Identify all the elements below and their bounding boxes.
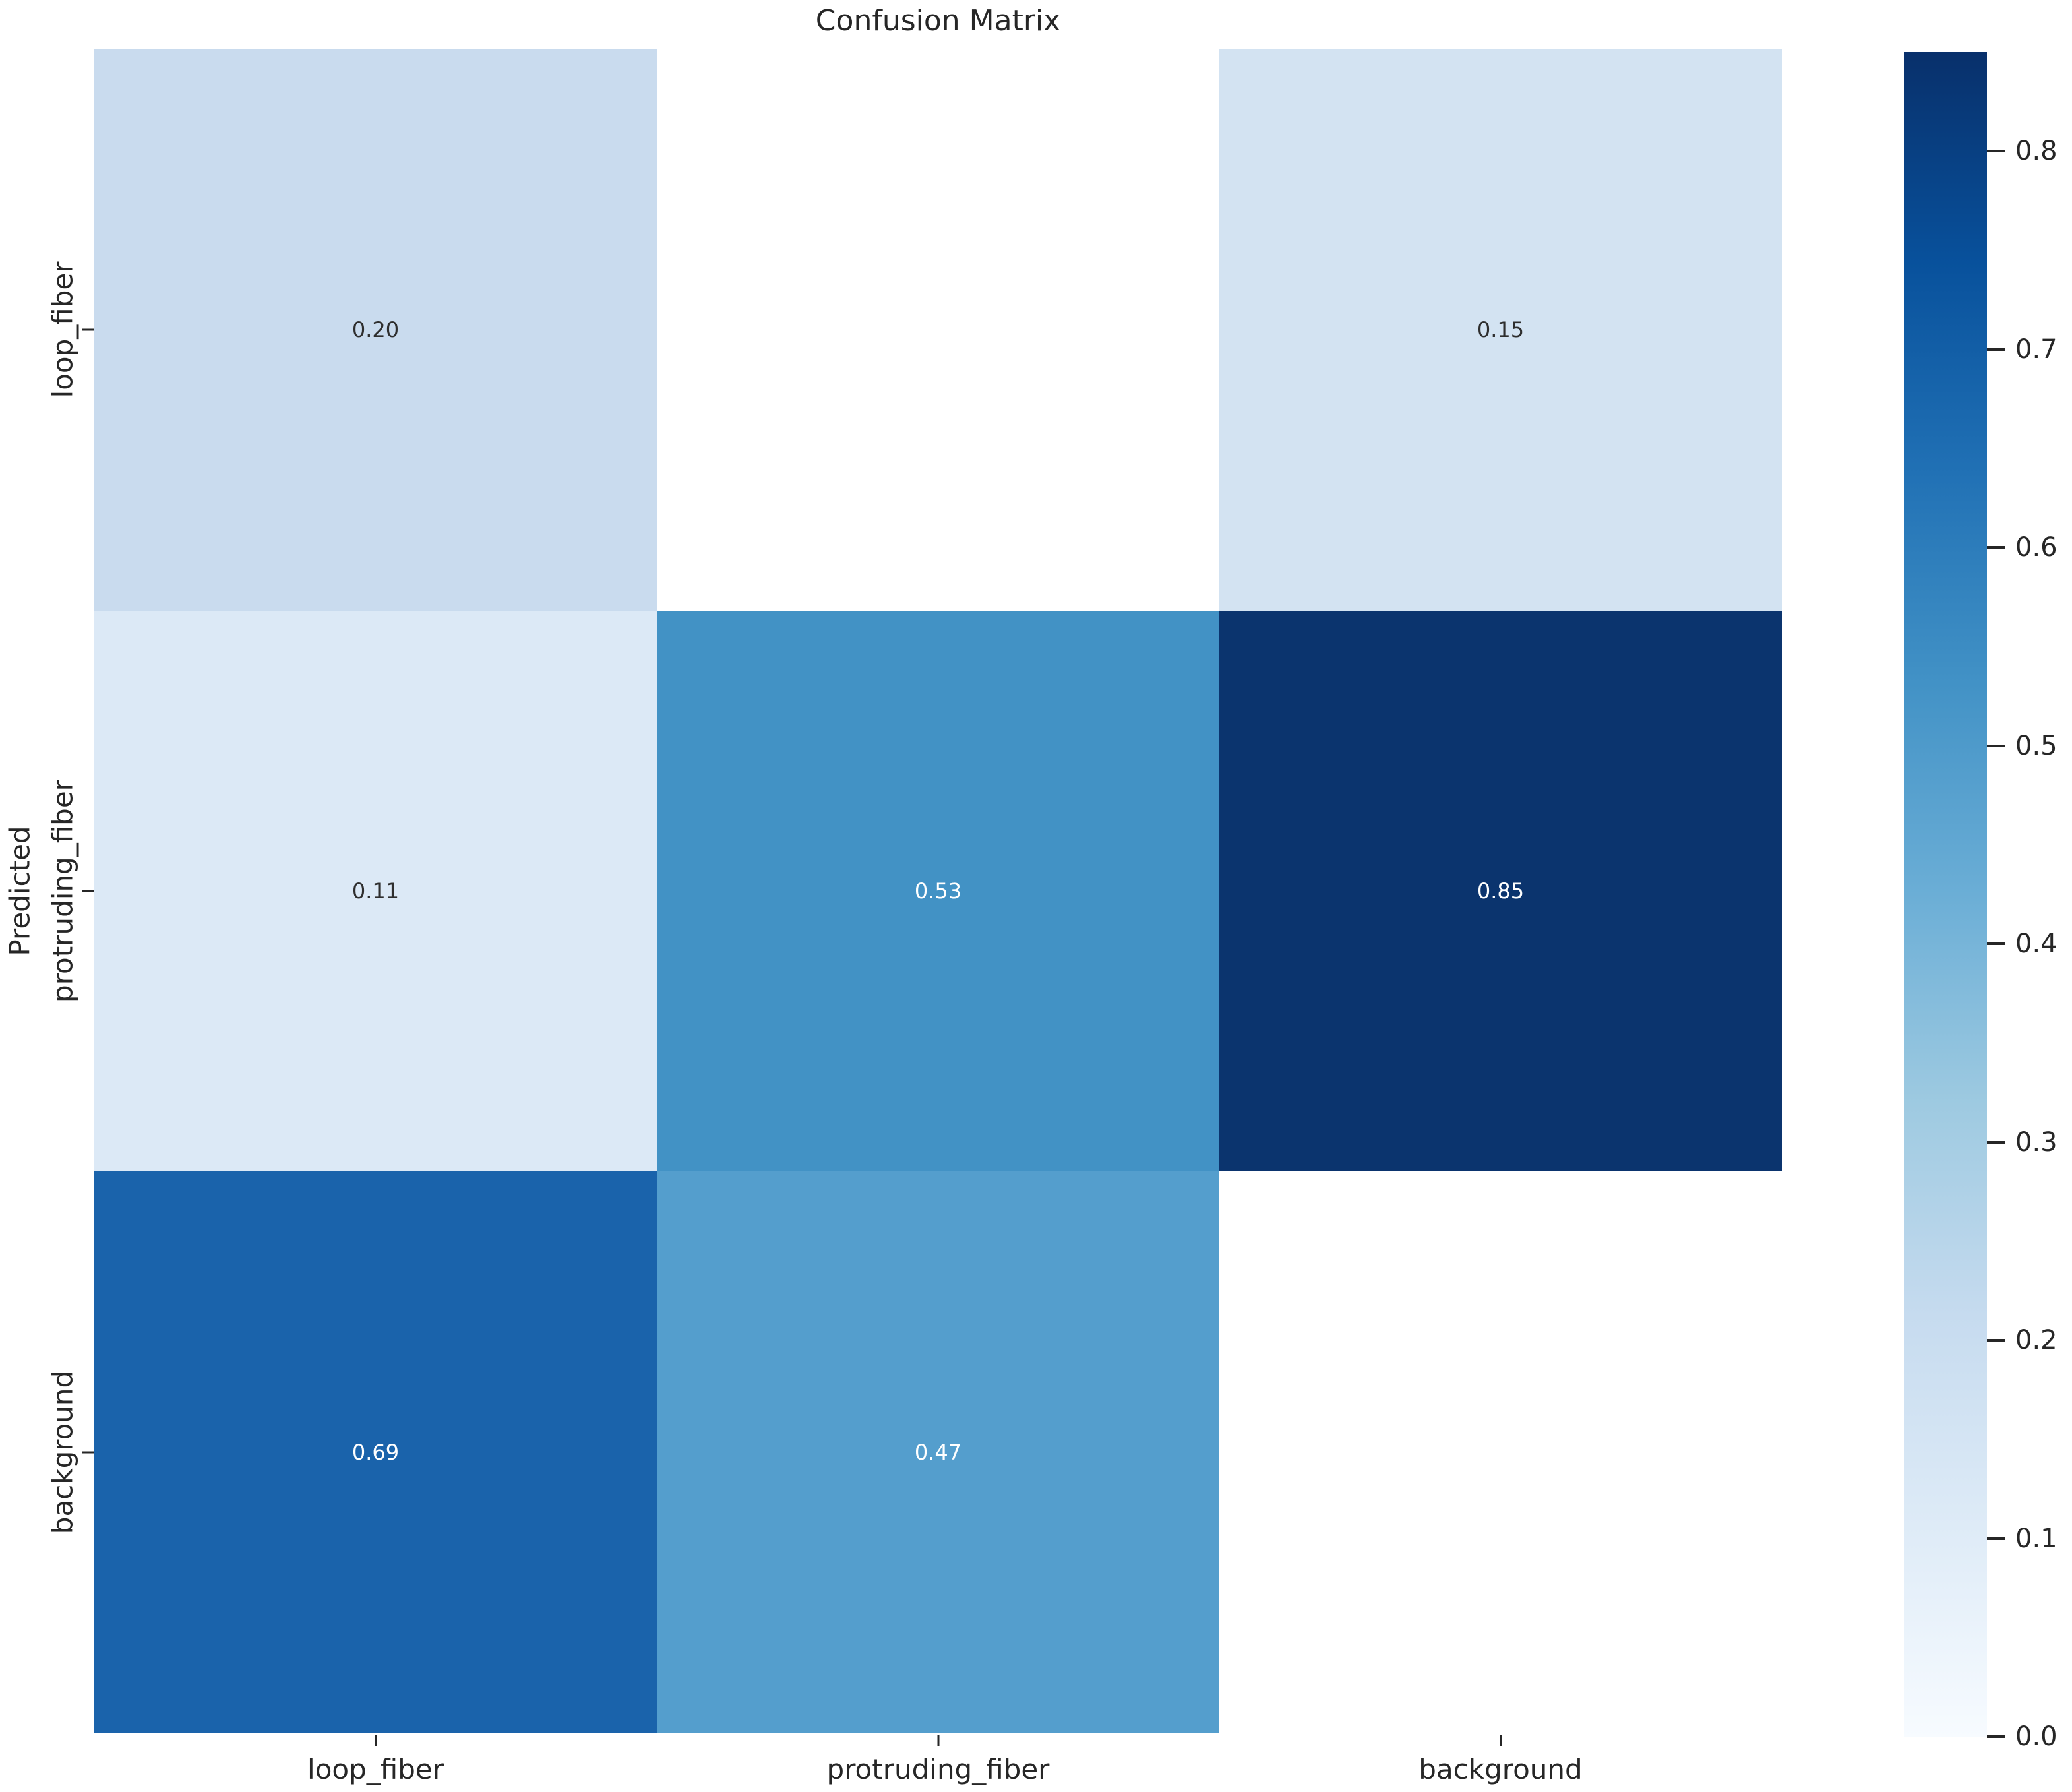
- colorbar-tick-mark: [1987, 942, 2005, 946]
- heatmap-cell: 0.53: [657, 610, 1219, 1172]
- heatmap-cell: 0.20: [94, 49, 657, 611]
- colorbar-tick-label: 0.4: [2015, 929, 2057, 960]
- y-tick-label: protruding_fiber: [46, 780, 79, 1003]
- colorbar-tick-label: 0.0: [2015, 1721, 2057, 1752]
- cell-value: 0.11: [351, 878, 400, 904]
- y-tick-mark: [82, 890, 94, 892]
- heatmap-cell: 0.15: [1219, 49, 1782, 611]
- y-tick-label: background: [46, 1370, 79, 1534]
- y-tick-mark: [82, 328, 94, 331]
- colorbar-tick-mark: [1987, 1735, 2005, 1738]
- x-tick-mark: [1500, 1735, 1502, 1746]
- colorbar-tick-mark: [1987, 150, 2005, 153]
- cell-value: 0.69: [351, 1439, 400, 1465]
- x-tick-label: loop_fiber: [307, 1753, 444, 1785]
- heatmap-cell: 0.85: [1219, 610, 1782, 1172]
- y-axis-label: Predicted: [3, 826, 36, 956]
- colorbar-tick-mark: [1987, 1537, 2005, 1540]
- x-tick-label: background: [1418, 1753, 1583, 1785]
- heatmap-cell: 0.11: [94, 610, 657, 1172]
- y-tick-mark: [82, 1451, 94, 1454]
- colorbar-tick-mark: [1987, 348, 2005, 351]
- colorbar-tick-label: 0.2: [2015, 1325, 2057, 1356]
- colorbar-tick-label: 0.8: [2015, 136, 2057, 167]
- heatmap-cell: [1219, 1171, 1782, 1733]
- heatmap-cell: 0.69: [94, 1171, 657, 1733]
- cell-value: 0.20: [351, 317, 400, 343]
- heatmap-grid: 0.20 0.15 0.11 0.53 0.85 0.69 0.47: [94, 49, 1782, 1733]
- x-tick-mark: [937, 1735, 939, 1746]
- cell-value: 0.53: [914, 878, 962, 904]
- y-tick-label: loop_fiber: [46, 261, 79, 398]
- colorbar-tick-label: 0.7: [2015, 334, 2057, 365]
- colorbar-tick-mark: [1987, 744, 2005, 747]
- cell-value: 0.15: [1477, 317, 1525, 343]
- colorbar-tick-mark: [1987, 546, 2005, 549]
- x-tick-mark: [375, 1735, 377, 1746]
- chart-title: Confusion Matrix: [815, 4, 1061, 38]
- heatmap-cell: [657, 49, 1219, 611]
- cell-value: 0.85: [1477, 878, 1525, 904]
- colorbar-tick-mark: [1987, 1339, 2005, 1342]
- cell-value: 0.47: [914, 1439, 962, 1465]
- colorbar-tick-label: 0.5: [2015, 730, 2057, 761]
- colorbar-gradient: [1904, 52, 1987, 1737]
- colorbar-tick-mark: [1987, 1140, 2005, 1144]
- x-tick-label: protruding_fiber: [826, 1753, 1050, 1785]
- colorbar-tick-label: 0.6: [2015, 532, 2057, 563]
- colorbar-tick-label: 0.3: [2015, 1127, 2057, 1158]
- colorbar-tick-label: 0.1: [2015, 1523, 2057, 1554]
- heatmap-cell: 0.47: [657, 1171, 1219, 1733]
